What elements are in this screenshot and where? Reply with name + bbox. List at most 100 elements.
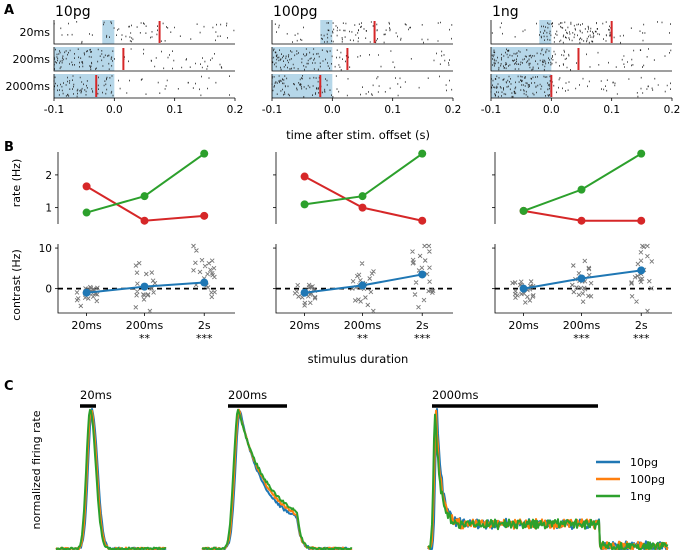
- raster-x-tick-label: 0.2: [445, 104, 462, 116]
- column-title-100pg: 100pg: [273, 4, 318, 20]
- contrast-scatter-marks: [292, 243, 436, 314]
- raster-x-tick-label: -0.1: [44, 104, 65, 116]
- rate-point: [637, 216, 646, 225]
- significance-stars: **: [139, 332, 151, 345]
- raster-x-tick-label: -0.1: [481, 104, 502, 116]
- contrast-axis-frame: [494, 244, 672, 314]
- stimulus-shading: [272, 74, 333, 98]
- rate-point: [577, 185, 586, 194]
- rate-point: [140, 192, 149, 201]
- spike-ticks: [53, 21, 235, 44]
- raster-x-tick-label: 0.1: [166, 104, 183, 116]
- rate-series-line: [523, 152, 642, 212]
- spike-ticks: [271, 48, 450, 71]
- rate-series-line: [86, 152, 205, 214]
- raster-x-tick-label: 0.2: [664, 104, 681, 116]
- contrast-mean-point: [637, 266, 646, 275]
- rate-point: [519, 206, 528, 215]
- contrast-y-tick-label: 0: [45, 284, 52, 296]
- firing-rate-trace: [56, 408, 167, 550]
- rate-point: [637, 149, 646, 158]
- stimulus-shading: [320, 20, 333, 44]
- raster-x-tick-label: 0.2: [227, 104, 244, 116]
- raster-axis-frame: [53, 20, 235, 45]
- rate-point: [358, 203, 367, 212]
- contrast-y-tick-label: 10: [39, 243, 52, 255]
- rate-point: [577, 216, 586, 225]
- contrast-mean-point: [418, 270, 427, 279]
- rate-y-tick-label: 2: [45, 170, 52, 182]
- rate-point: [140, 216, 149, 225]
- legend: 10pg 100pg 1ng: [596, 456, 665, 503]
- stimulus-shading: [539, 20, 552, 44]
- raster-x-tick-label: 0.0: [324, 104, 341, 116]
- contrast-mean-point: [358, 281, 367, 290]
- firing-rate-trace: [55, 409, 167, 550]
- panel-label-a: A: [4, 3, 14, 18]
- rate-point: [82, 182, 91, 191]
- significance-stars: ***: [573, 332, 590, 345]
- rate-point: [358, 192, 367, 201]
- rate-point: [200, 149, 209, 158]
- contrast-x-tick-label: 2s: [416, 319, 429, 332]
- rate-series-line: [86, 185, 205, 222]
- panel-label-c: C: [4, 379, 14, 394]
- raster-axis-frame: [490, 47, 672, 72]
- contrast-scatter-marks: [74, 243, 217, 314]
- contrast-x-tick-label: 200ms: [563, 319, 601, 332]
- significance-stars: ***: [633, 332, 650, 345]
- spike-ticks: [490, 75, 671, 98]
- column-title-10pg: 10pg: [55, 4, 91, 20]
- raster-x-tick-label: 0.1: [603, 104, 620, 116]
- column-title-1ng: 1ng: [492, 4, 519, 20]
- firing-rate-trace: [201, 408, 353, 550]
- rate-point: [300, 200, 309, 209]
- firing-rate-trace: [201, 410, 353, 550]
- raster-row-label: 200ms: [13, 53, 51, 66]
- contrast-mean-point: [577, 274, 586, 283]
- stimulus-duration-label: 2000ms: [432, 388, 478, 402]
- rate-point: [200, 211, 209, 220]
- contrast-axis-frame: [275, 244, 453, 314]
- firing-rate-panel: 20ms 200ms 2000ms: [55, 388, 669, 550]
- spike-ticks: [53, 48, 223, 71]
- rate-point: [418, 216, 427, 225]
- contrast-mean-point: [300, 288, 309, 297]
- stimulus-shading: [491, 74, 552, 98]
- rate-point: [300, 172, 309, 181]
- stimulus-duration-label: 20ms: [80, 388, 112, 402]
- raster-row-label: 20ms: [20, 26, 51, 39]
- rate-point: [418, 149, 427, 158]
- contrast-x-tick-label: 200ms: [126, 319, 164, 332]
- spike-ticks: [274, 21, 453, 44]
- raster-x-tick-label: -0.1: [262, 104, 283, 116]
- firing-rate-trace: [55, 408, 167, 550]
- rate-point: [82, 208, 91, 217]
- rate-panel: 12: [45, 149, 646, 225]
- raster-axis-frame: [53, 47, 235, 72]
- rate-y-axis-label: rate (Hz): [10, 159, 23, 207]
- legend-label-10pg: 10pg: [630, 456, 658, 469]
- raster-axis-frame: [490, 20, 672, 45]
- contrast-x-tick-label: 20ms: [289, 319, 320, 332]
- spike-ticks: [53, 75, 230, 98]
- significance-stars: ***: [196, 332, 213, 345]
- significance-stars: **: [357, 332, 369, 345]
- contrast-x-tick-label: 20ms: [71, 319, 102, 332]
- contrast-x-tick-label: 200ms: [344, 319, 382, 332]
- contrast-x-tick-label: 2s: [198, 319, 211, 332]
- raster-x-tick-label: 0.0: [106, 104, 123, 116]
- stimulus-shading: [54, 47, 115, 71]
- contrast-axis-frame: [57, 244, 235, 314]
- contrast-x-tick-label: 20ms: [508, 319, 539, 332]
- contrast-mean-point: [140, 282, 149, 291]
- stimulus-duration-label: 200ms: [228, 388, 267, 402]
- raster-x-tick-label: 0.0: [543, 104, 560, 116]
- contrast-mean-point: [200, 278, 209, 287]
- raster-axis-frame: [271, 47, 453, 72]
- contrast-x-axis-label: stimulus duration: [308, 352, 409, 366]
- contrast-y-axis-label: contrast (Hz): [10, 249, 23, 321]
- spike-ticks: [491, 48, 672, 71]
